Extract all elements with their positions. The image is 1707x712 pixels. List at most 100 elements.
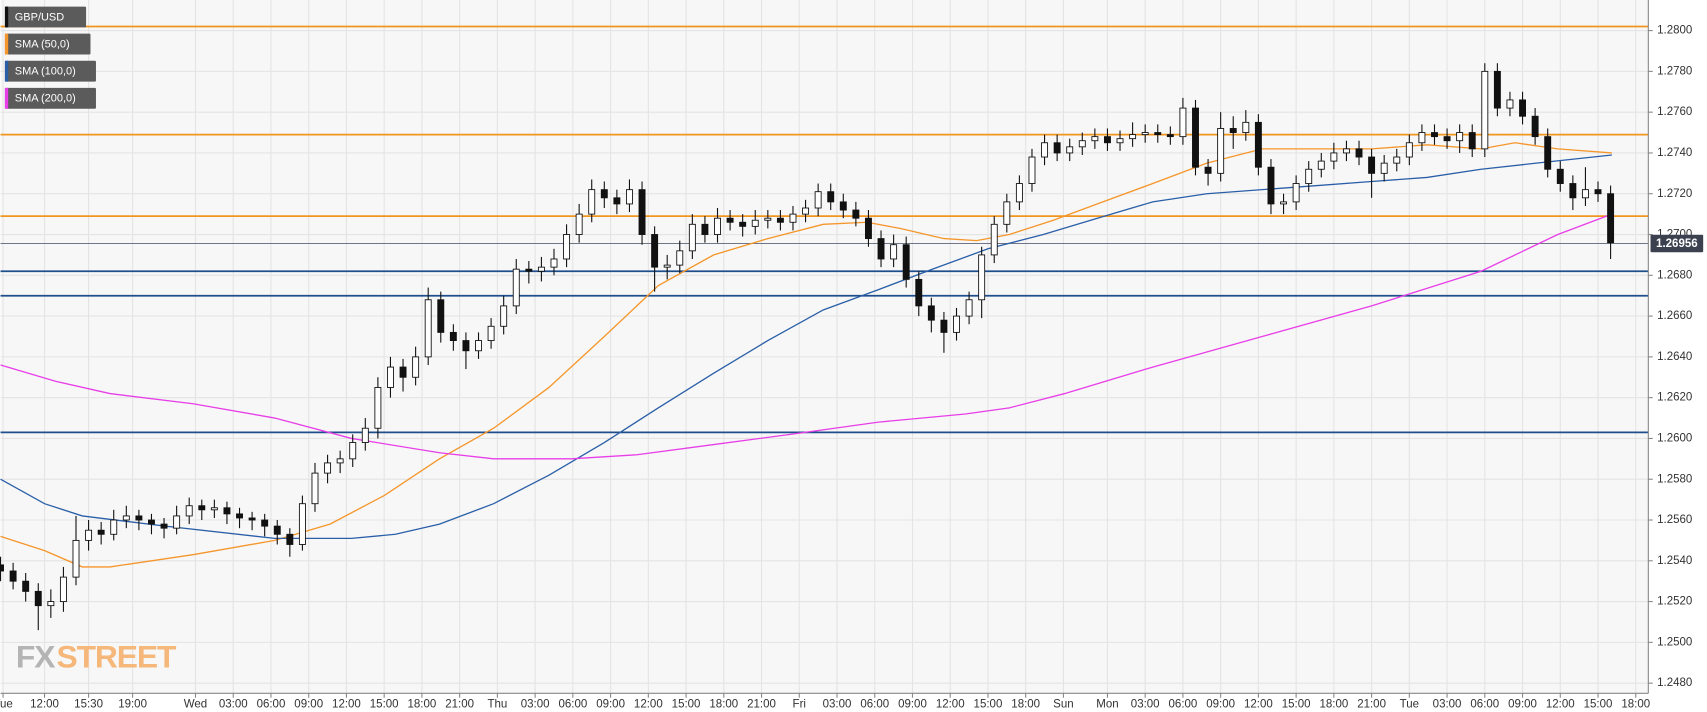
candle-body xyxy=(1418,132,1426,144)
x-tick-label: 12:00 xyxy=(936,698,965,710)
candle-body xyxy=(1192,107,1199,168)
candle-body xyxy=(600,189,608,199)
legend-swatch xyxy=(4,87,9,109)
plot-background xyxy=(0,0,1649,694)
candle-body xyxy=(110,519,118,535)
y-tick-label: 1.2720 xyxy=(1657,188,1692,200)
candle-body xyxy=(22,580,30,592)
candle-body xyxy=(437,299,445,333)
y-tick-label: 1.2640 xyxy=(1657,351,1692,363)
candle-body xyxy=(1078,140,1086,148)
x-tick-label: 15:00 xyxy=(974,698,1003,710)
candle-body xyxy=(613,197,621,205)
candle-body xyxy=(1317,160,1325,170)
candle-body xyxy=(688,223,696,252)
x-tick-label: 12:00 xyxy=(634,698,663,710)
x-tick-label: Mon xyxy=(1096,698,1118,710)
candle-body xyxy=(802,207,810,215)
candle-body xyxy=(1292,183,1300,203)
sma-line xyxy=(0,213,1613,460)
y-tick-label: 1.2660 xyxy=(1657,310,1692,322)
candle-body xyxy=(34,590,42,607)
x-tick-label: 06:00 xyxy=(1169,698,1198,710)
candle-body xyxy=(638,189,646,235)
x-tick-label: 06:00 xyxy=(257,698,286,710)
candle-body xyxy=(1280,201,1288,205)
candle-body xyxy=(135,515,143,521)
x-tick-label: 09:00 xyxy=(596,698,625,710)
candle-body xyxy=(198,505,206,511)
candle-body xyxy=(160,523,168,529)
legend-swatch xyxy=(4,33,9,55)
candle-body xyxy=(827,191,835,203)
y-tick-label: 1.2520 xyxy=(1657,596,1692,608)
candle-body xyxy=(1342,148,1350,154)
candle-body xyxy=(1091,136,1099,142)
candle-body xyxy=(462,340,470,352)
legend-label: SMA (50,0) xyxy=(15,39,70,51)
candle-body xyxy=(525,268,533,272)
x-tick-label: 03:00 xyxy=(219,698,248,710)
candle-body xyxy=(47,601,55,607)
legend-box xyxy=(4,33,91,55)
candle-body xyxy=(588,189,596,215)
candle-body xyxy=(97,529,105,535)
candle-body xyxy=(1053,142,1061,154)
candle-body xyxy=(1456,132,1464,142)
candle-body xyxy=(626,189,633,205)
candle-body xyxy=(1116,138,1124,144)
candle-body xyxy=(714,217,721,235)
candle-body xyxy=(864,217,872,240)
grid xyxy=(0,0,1649,694)
candle-body xyxy=(852,209,860,219)
x-tick-label: 15:00 xyxy=(672,698,701,710)
x-tick-label: 15:30 xyxy=(74,698,103,710)
candle-body xyxy=(701,223,709,235)
candle-body xyxy=(751,219,759,227)
candle-body xyxy=(298,503,306,545)
candle-body xyxy=(273,525,281,535)
candle-body xyxy=(1368,156,1376,174)
candle-body xyxy=(286,533,294,545)
candle-body xyxy=(399,366,407,378)
candle-body xyxy=(726,217,734,223)
candle-body xyxy=(1493,70,1501,109)
candle-body xyxy=(1581,189,1589,199)
candle-body xyxy=(261,519,269,527)
y-tick-label: 1.2800 xyxy=(1657,25,1692,37)
x-tick-label: 06:00 xyxy=(860,698,889,710)
x-tick-label: 06:00 xyxy=(1470,698,1499,710)
legend-swatch xyxy=(4,60,9,82)
x-tick-label: 12:00 xyxy=(332,698,361,710)
candle-body xyxy=(311,472,319,505)
legend: GBP/USD SMA (50,0) SMA (100,0) SMA (200,0) xyxy=(4,6,96,109)
legend-label: GBP/USD xyxy=(15,11,64,23)
candle-body xyxy=(236,513,243,519)
candle-body xyxy=(1519,99,1527,117)
candle-body xyxy=(374,387,382,429)
candle-body xyxy=(449,331,457,341)
candle-body xyxy=(1531,115,1539,138)
candle-body xyxy=(361,427,369,443)
x-tick-label: 18:00 xyxy=(1011,698,1040,710)
watermark-fx: FX xyxy=(16,639,55,675)
legend-box xyxy=(4,87,96,109)
candle-body xyxy=(890,244,898,260)
candle-body xyxy=(1066,146,1074,154)
candle-body xyxy=(1607,193,1615,244)
x-tick-label: 12:00 xyxy=(1546,698,1575,710)
candle-body xyxy=(1267,166,1275,205)
y-tick-label: 1.2480 xyxy=(1657,677,1692,689)
candle-body xyxy=(0,564,4,572)
levels xyxy=(0,25,1649,434)
candle-body xyxy=(1405,142,1413,158)
candle-body xyxy=(550,258,558,268)
y-tick-label: 1.2620 xyxy=(1657,392,1692,404)
y-tick-label: 1.2780 xyxy=(1657,65,1692,77)
candle-body xyxy=(990,223,998,256)
x-tick-label: 19:00 xyxy=(118,698,147,710)
candle-body xyxy=(902,244,910,280)
x-tick-label: 06:00 xyxy=(558,698,587,710)
